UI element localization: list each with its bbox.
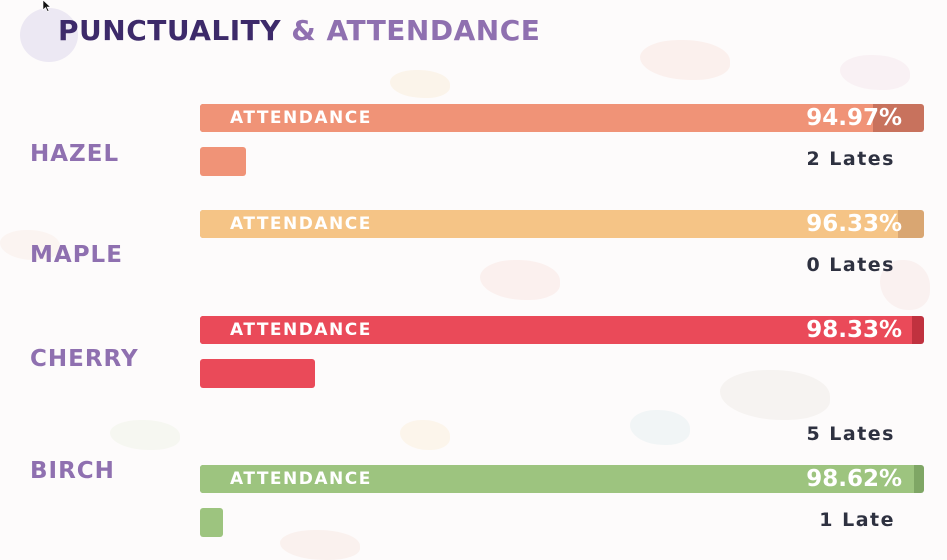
lates-label: 5 Lates: [806, 423, 895, 445]
attendance-value: 96.33%: [806, 211, 902, 237]
title-decoration: [20, 8, 78, 62]
lates-label: 0 Lates: [806, 254, 895, 276]
attendance-bar: [200, 465, 915, 493]
row-label: HAZEL: [30, 141, 120, 167]
row-label: MAPLE: [30, 242, 123, 268]
attendance-value: 94.97%: [806, 105, 902, 131]
title-main: PUNCTUALITY: [58, 14, 282, 47]
title-sub: ATTENDANCE: [326, 14, 541, 47]
attendance-bar: [200, 316, 913, 344]
attendance-bar-label: ATTENDANCE: [230, 108, 372, 128]
attendance-bar-label: ATTENDANCE: [230, 214, 372, 234]
attendance-track: ATTENDANCE 98.33%: [200, 316, 924, 344]
attendance-track: ATTENDANCE 98.62%: [200, 465, 924, 493]
lates-bar: [200, 359, 315, 388]
lates-label: 2 Lates: [806, 148, 895, 170]
attendance-bar-label: ATTENDANCE: [230, 469, 372, 489]
page-title: PUNCTUALITY & ATTENDANCE: [58, 14, 540, 47]
attendance-bar: [200, 104, 874, 132]
lates-label: 1 Late: [819, 509, 895, 531]
attendance-track: ATTENDANCE 94.97%: [200, 104, 924, 132]
attendance-value: 98.62%: [806, 466, 902, 492]
title-ampersand: &: [291, 14, 317, 47]
row-label: CHERRY: [30, 346, 139, 372]
lates-bar: [200, 147, 246, 176]
lates-bar: [200, 508, 223, 537]
attendance-value: 98.33%: [806, 317, 902, 343]
attendance-bar: [200, 210, 898, 238]
attendance-bar-label: ATTENDANCE: [230, 320, 372, 340]
attendance-track: ATTENDANCE 96.33%: [200, 210, 924, 238]
mouse-cursor-icon: [42, 0, 52, 12]
row-label: BIRCH: [30, 458, 115, 484]
